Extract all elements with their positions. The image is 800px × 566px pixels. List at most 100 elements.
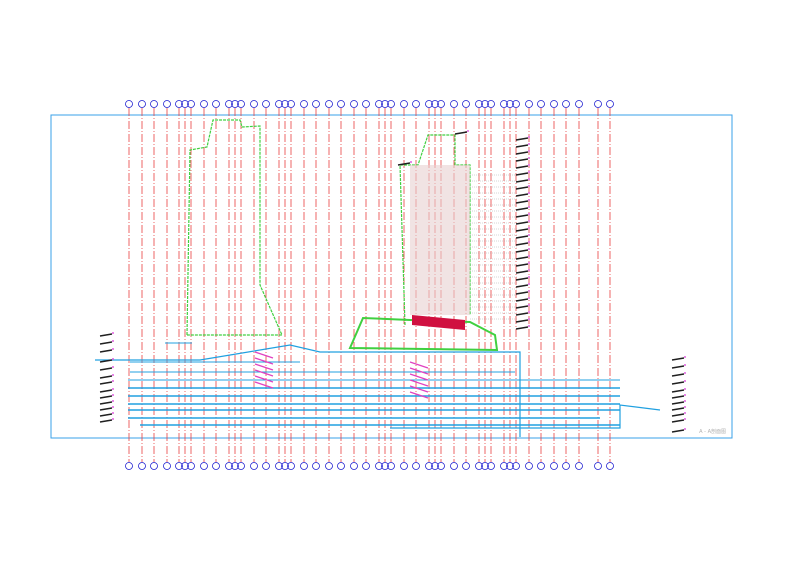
axis-bubble-top	[606, 100, 614, 108]
axis-bubble-bottom	[562, 462, 570, 470]
axis-bubble-bottom	[231, 462, 239, 470]
level-tag	[112, 374, 114, 376]
axis-bubble-top	[237, 100, 245, 108]
basement-outline	[390, 404, 661, 429]
stair-flight	[254, 369, 274, 377]
axis-bubble-top	[287, 100, 295, 108]
axis-bubble-top	[506, 100, 514, 108]
level-tag	[112, 412, 114, 414]
level-mark	[515, 312, 529, 316]
level-mark	[671, 401, 685, 405]
level-tag	[528, 136, 530, 138]
axis-bubble-bottom	[400, 462, 408, 470]
axis-bubble-bottom	[475, 462, 483, 470]
axis-bubble-top	[431, 100, 439, 108]
level-tag	[528, 297, 530, 299]
level-tag	[528, 171, 530, 173]
axis-bubble-top	[437, 100, 445, 108]
level-mark	[515, 298, 529, 302]
level-tag	[684, 412, 686, 414]
level-mark	[99, 381, 113, 385]
axis-bubble-top	[138, 100, 146, 108]
axis-bubble-bottom	[387, 462, 395, 470]
level-mark	[99, 413, 113, 417]
level-tag	[112, 366, 114, 368]
level-tag	[528, 241, 530, 243]
level-mark	[99, 419, 113, 423]
axis-bubble-top	[250, 100, 258, 108]
level-tag	[528, 227, 530, 229]
level-mark	[99, 375, 113, 379]
axis-bubble-bottom	[431, 462, 439, 470]
axis-bubble-top	[200, 100, 208, 108]
axis-bubble-bottom	[462, 462, 470, 470]
axis-bubble-bottom	[163, 462, 171, 470]
axis-bubble-bottom	[275, 462, 283, 470]
level-mark	[515, 179, 529, 183]
level-mark	[515, 249, 529, 253]
level-tag	[528, 283, 530, 285]
roof-highlight	[412, 315, 465, 330]
level-tag	[528, 318, 530, 320]
axis-bubble-top	[212, 100, 220, 108]
axis-bubble-bottom	[425, 462, 433, 470]
level-mark	[671, 413, 685, 417]
level-mark	[671, 365, 685, 369]
level-tag	[684, 380, 686, 382]
level-mark	[515, 158, 529, 162]
axis-bubble-top	[350, 100, 358, 108]
axis-grid	[125, 100, 614, 470]
level-tag	[528, 234, 530, 236]
level-mark	[671, 407, 685, 411]
axis-bubble-top	[181, 100, 189, 108]
level-mark	[515, 256, 529, 260]
level-mark	[99, 333, 113, 337]
axis-bubble-bottom	[362, 462, 370, 470]
axis-bubble-bottom	[187, 462, 195, 470]
axis-bubble-bottom	[200, 462, 208, 470]
level-mark	[515, 263, 529, 267]
level-mark	[515, 326, 529, 330]
level-tag	[528, 178, 530, 180]
axis-bubble-bottom	[350, 462, 358, 470]
axis-bubble-top	[487, 100, 495, 108]
axis-bubble-top	[550, 100, 558, 108]
axis-bubble-top	[281, 100, 289, 108]
axis-bubble-bottom	[125, 462, 133, 470]
axis-bubble-top	[387, 100, 395, 108]
axis-bubble-top	[300, 100, 308, 108]
stairs	[254, 351, 429, 399]
axis-bubble-top	[594, 100, 602, 108]
axis-bubble-bottom	[150, 462, 158, 470]
axis-bubble-bottom	[287, 462, 295, 470]
axis-bubble-top	[412, 100, 420, 108]
level-mark	[515, 319, 529, 323]
axis-bubble-bottom	[412, 462, 420, 470]
stair-flight	[409, 373, 429, 381]
level-mark	[515, 291, 529, 295]
axis-bubble-bottom	[281, 462, 289, 470]
axis-bubble-top	[400, 100, 408, 108]
axis-bubble-top	[425, 100, 433, 108]
level-mark	[515, 151, 529, 155]
stair-flight	[409, 379, 429, 387]
level-mark	[99, 341, 113, 345]
level-mark	[99, 349, 113, 353]
axis-bubble-bottom	[525, 462, 533, 470]
axis-bubble-bottom	[250, 462, 258, 470]
left-tower-outline	[186, 119, 283, 336]
level-tag	[684, 400, 686, 402]
level-mark	[515, 235, 529, 239]
level-tag	[528, 206, 530, 208]
axis-bubble-bottom	[381, 462, 389, 470]
level-tag	[528, 262, 530, 264]
level-tag	[112, 388, 114, 390]
axis-bubble-bottom	[450, 462, 458, 470]
level-mark	[515, 305, 529, 309]
axis-bubble-bottom	[312, 462, 320, 470]
level-mark	[671, 389, 685, 393]
level-mark	[515, 207, 529, 211]
level-mark	[515, 277, 529, 281]
axis-bubble-top	[175, 100, 183, 108]
level-marks	[99, 130, 686, 433]
